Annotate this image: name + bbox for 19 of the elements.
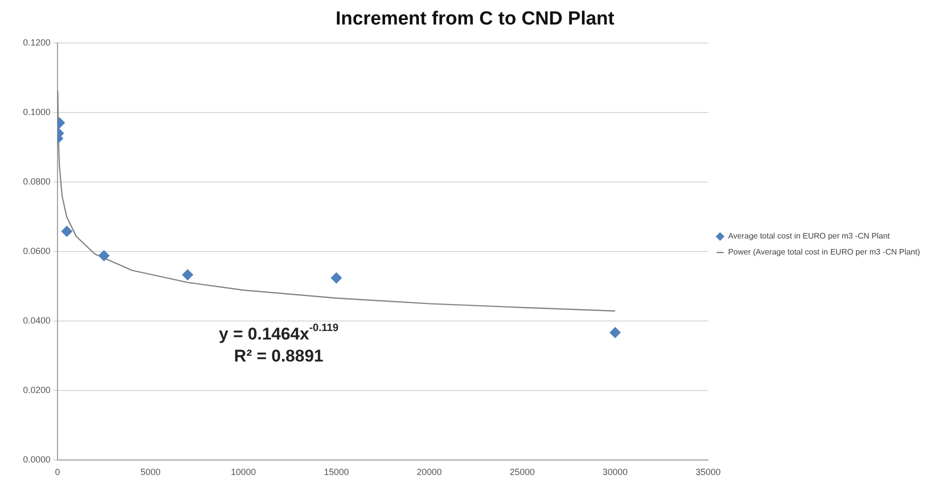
y-tick-label: 0.1000 [22,106,51,117]
x-tick-label: 30000 [602,467,628,478]
x-tick-label: 5000 [140,467,160,478]
y-tick-label: 0.0400 [22,316,51,326]
x-tick-label: 35000 [696,467,721,478]
chart-title: Increment from C to CND Plant [336,8,616,30]
y-tick-label: 0.0000 [22,454,51,465]
legend-label: Power (Average total cost in EURO per m3 -CN Plant) [728,248,920,257]
annotation: R² = 0.8891 [234,346,324,366]
x-tick-label: 15000 [324,467,349,478]
legend-label: Average total cost in EURO per m3 -CN Plant [728,232,891,241]
y-tick-label: 0.0200 [22,385,51,396]
x-tick-label: 20000 [416,467,442,478]
y-tick-label: 0.0800 [22,176,51,186]
x-tick-label: 25000 [510,467,535,478]
x-tick-label: 0 [55,467,60,478]
x-tick-label: 10000 [230,467,256,478]
y-tick-label: 0.1200 [22,37,51,48]
y-tick-label: 0.0600 [22,246,51,256]
